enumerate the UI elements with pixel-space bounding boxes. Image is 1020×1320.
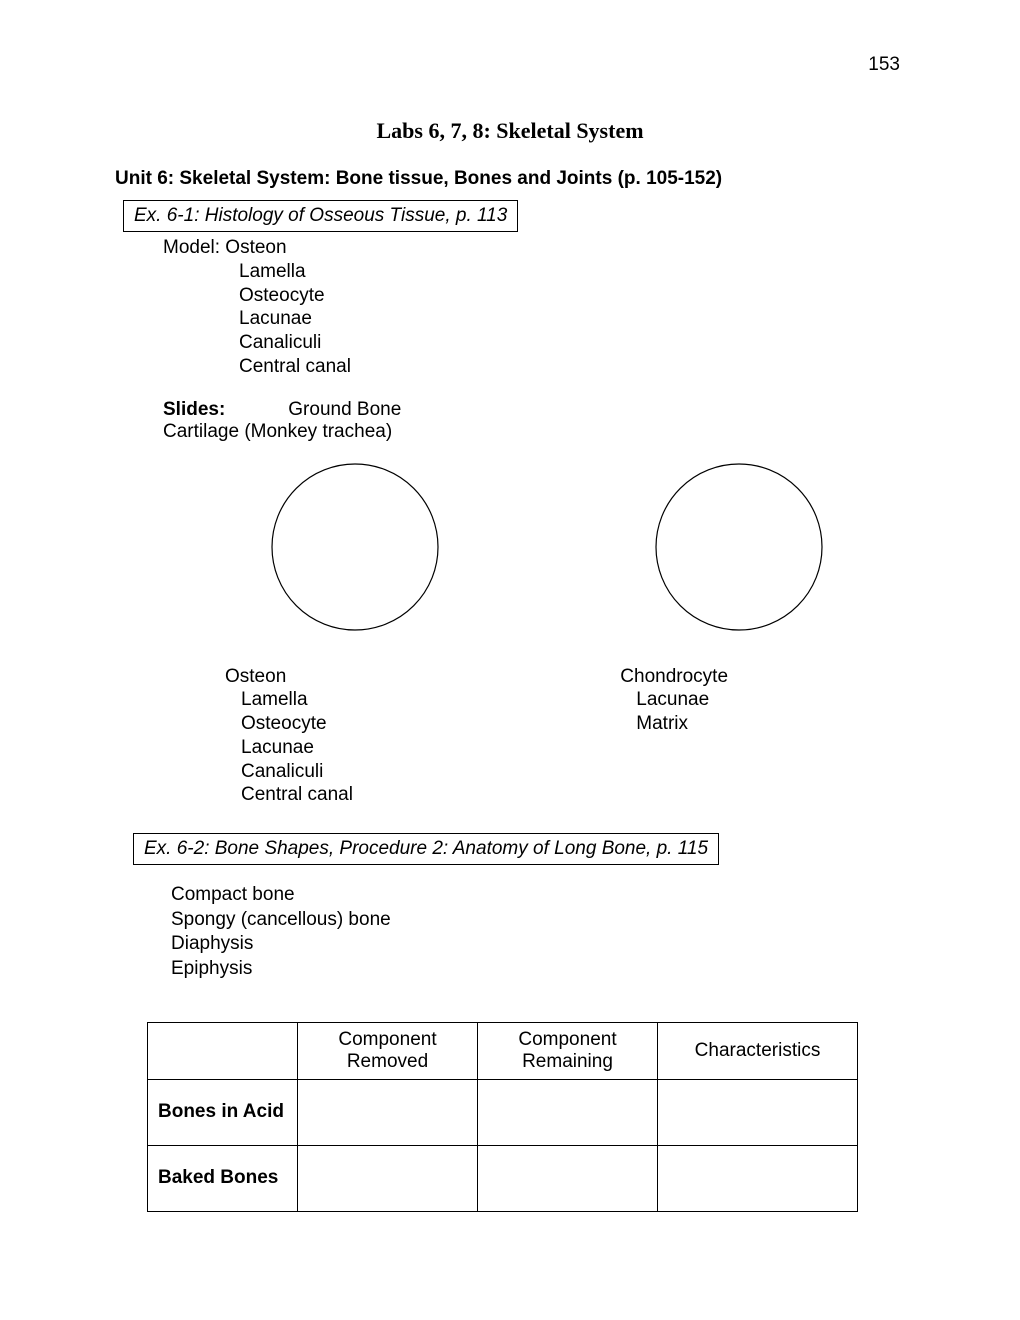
term: Compact bone xyxy=(171,883,905,908)
term: Osteocyte xyxy=(241,712,615,736)
table-cell xyxy=(658,1079,858,1145)
page: 153 Labs 6, 7, 8: Skeletal System Unit 6… xyxy=(0,0,1020,1320)
model-term: Osteocyte xyxy=(239,284,905,308)
circle-icon xyxy=(649,457,829,637)
page-title: Labs 6, 7, 8: Skeletal System xyxy=(115,118,905,144)
term: Matrix xyxy=(636,712,870,736)
exercise-6-1-box: Ex. 6-1: Histology of Osseous Tissue, p.… xyxy=(123,200,518,232)
slide-title-cartilage: Cartilage (Monkey trachea) xyxy=(163,421,463,443)
circle-icon xyxy=(265,457,445,637)
term-head: Osteon xyxy=(225,665,615,689)
term: Lamella xyxy=(241,688,615,712)
slides-header-row: Slides: Ground Bone Cartilage (Monkey tr… xyxy=(163,399,905,443)
ground-bone-terms: Osteon Lamella Osteocyte Lacunae Canalic… xyxy=(225,665,615,808)
model-terms: Lamella Osteocyte Lacunae Canaliculi Cen… xyxy=(239,260,905,379)
slides-label: Slides: xyxy=(163,399,283,421)
table-cell xyxy=(658,1145,858,1211)
model-term: Canaliculi xyxy=(239,331,905,355)
term: Canaliculi xyxy=(241,760,615,784)
cartilage-terms: Chondrocyte Lacunae Matrix xyxy=(620,665,870,736)
term: Epiphysis xyxy=(171,957,905,982)
model-label: Model: Osteon xyxy=(163,236,905,260)
slide-circle-ground-bone xyxy=(215,457,495,637)
row-label: Bones in Acid xyxy=(148,1079,298,1145)
model-term: Lamella xyxy=(239,260,905,284)
table-header: Characteristics xyxy=(658,1022,858,1079)
slide-circles-row xyxy=(215,457,905,637)
long-bone-terms: Compact bone Spongy (cancellous) bone Di… xyxy=(171,883,905,982)
term: Lacunae xyxy=(636,688,870,712)
table-cell xyxy=(298,1145,478,1211)
unit-heading: Unit 6: Skeletal System: Bone tissue, Bo… xyxy=(115,168,905,190)
model-block: Model: Osteon Lamella Osteocyte Lacunae … xyxy=(163,236,905,379)
table-header-row: Component Removed Component Remaining Ch… xyxy=(148,1022,858,1079)
table-cell xyxy=(298,1079,478,1145)
exercise-6-2-box: Ex. 6-2: Bone Shapes, Procedure 2: Anato… xyxy=(133,833,719,865)
table-header xyxy=(148,1022,298,1079)
table-header: Component Remaining xyxy=(478,1022,658,1079)
term: Diaphysis xyxy=(171,932,905,957)
term: Lacunae xyxy=(241,736,615,760)
row-label: Baked Bones xyxy=(148,1145,298,1211)
table-cell xyxy=(478,1145,658,1211)
table-row: Baked Bones xyxy=(148,1145,858,1211)
term-head: Chondrocyte xyxy=(620,665,870,689)
slide-terms-row: Osteon Lamella Osteocyte Lacunae Canalic… xyxy=(225,665,905,808)
term: Central canal xyxy=(241,783,615,807)
table-header: Component Removed xyxy=(298,1022,478,1079)
table-cell xyxy=(478,1079,658,1145)
model-term: Central canal xyxy=(239,355,905,379)
slide-title-ground-bone: Ground Bone xyxy=(288,399,608,421)
bone-experiment-table: Component Removed Component Remaining Ch… xyxy=(147,1022,858,1212)
model-term: Lacunae xyxy=(239,307,905,331)
page-number: 153 xyxy=(868,54,900,76)
table-row: Bones in Acid xyxy=(148,1079,858,1145)
slide-circle-cartilage xyxy=(609,457,869,637)
term: Spongy (cancellous) bone xyxy=(171,908,905,933)
